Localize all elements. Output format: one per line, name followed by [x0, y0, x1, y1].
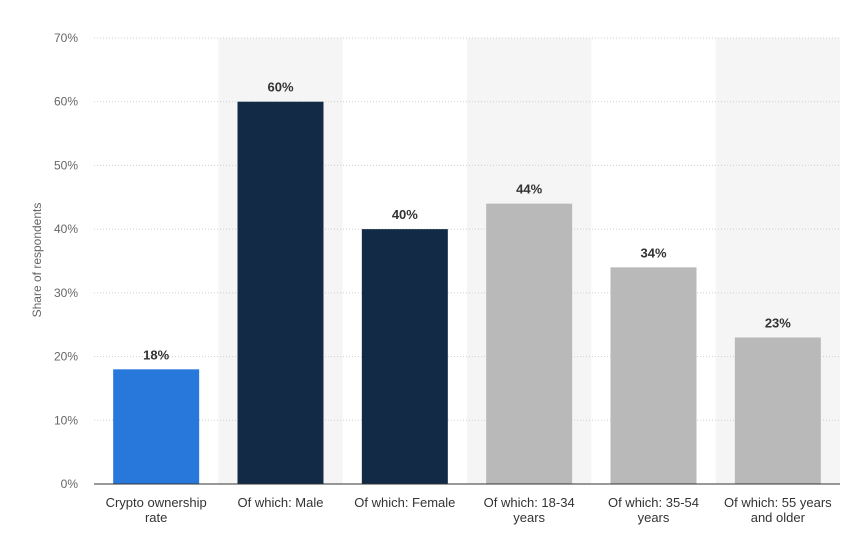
y-tick-label: 70% [54, 31, 78, 45]
data-labels: 18% 60% 40% 44% 34% 23% [143, 80, 791, 363]
y-tick-label: 10% [54, 413, 78, 427]
bar [610, 267, 697, 484]
x-tick-label: Crypto ownership [106, 495, 207, 510]
y-tick-label: 30% [54, 286, 78, 300]
data-label: 40% [392, 207, 418, 222]
grid-lines [94, 37, 840, 421]
y-tick-label: 20% [54, 350, 78, 364]
x-tick-label: years [513, 510, 545, 525]
x-tick-label: Of which: 35-54 [608, 495, 699, 510]
bar [486, 203, 573, 484]
data-label: 18% [143, 347, 169, 362]
x-tick-label: Of which: Male [238, 495, 324, 510]
y-tick-label: 60% [54, 95, 78, 109]
data-label: 34% [640, 245, 666, 260]
x-tick-label: rate [145, 510, 167, 525]
bar [361, 229, 448, 484]
x-tick-label: Of which: 18-34 [484, 495, 575, 510]
x-tick-label: Of which: Female [354, 495, 455, 510]
y-tick-label: 0% [61, 477, 79, 491]
x-tick-label: years [638, 510, 670, 525]
y-axis-ticks: 0% 10% 20% 30% 40% 50% 60% 70% [54, 31, 78, 491]
bars [113, 101, 821, 484]
data-label: 23% [765, 315, 791, 330]
bar [113, 369, 200, 484]
data-label: 44% [516, 182, 542, 197]
bar [237, 101, 324, 484]
data-label: 60% [267, 80, 293, 95]
y-tick-label: 40% [54, 222, 78, 236]
x-tick-label: Of which: 55 years [724, 495, 832, 510]
y-axis-title: Share of respondents [30, 203, 44, 318]
bar [734, 337, 821, 484]
y-tick-label: 50% [54, 158, 78, 172]
x-tick-label: and older [751, 510, 806, 525]
